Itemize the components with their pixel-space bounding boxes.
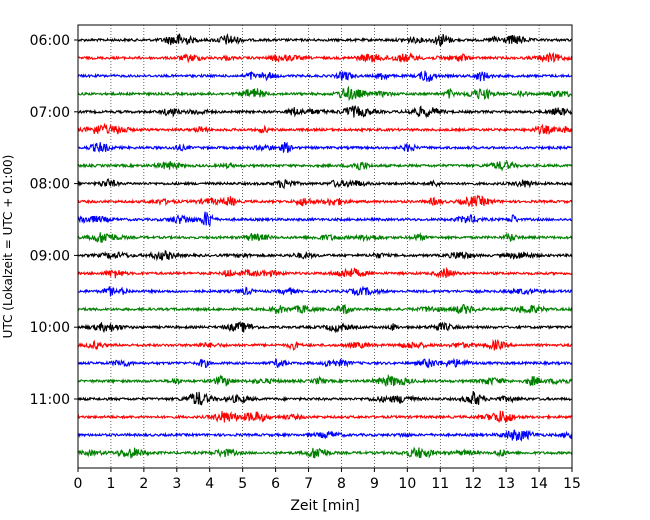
trace-row-9 [77, 194, 573, 208]
x-tick-label-13: 13 [497, 476, 515, 492]
trace-row-0 [77, 32, 573, 47]
x-tick-label-12: 12 [464, 476, 482, 492]
x-tick-label-1: 1 [106, 476, 115, 492]
trace-row-2 [77, 70, 573, 82]
x-tick-label-9: 9 [370, 476, 379, 492]
x-tick-label-4: 4 [205, 476, 214, 492]
trace-row-10 [77, 211, 573, 227]
trace-row-16 [77, 320, 573, 334]
y-tick-label-2: 08:00 [30, 177, 70, 193]
trace-row-7 [77, 160, 573, 172]
trace-row-5 [77, 122, 573, 136]
trace-row-23 [77, 446, 573, 459]
x-tick-label-14: 14 [530, 476, 548, 492]
trace-row-15 [77, 303, 573, 315]
x-tick-label-11: 11 [431, 476, 449, 492]
y-tick-label-1: 07:00 [30, 105, 70, 121]
y-tick-label-0: 06:00 [30, 33, 70, 49]
trace-row-12 [77, 249, 573, 262]
trace-row-1 [78, 51, 573, 64]
x-tick-label-7: 7 [304, 476, 313, 492]
trace-row-17 [77, 338, 573, 351]
y-tick-label-3: 09:00 [30, 248, 70, 264]
x-tick-label-0: 0 [74, 476, 83, 492]
traces [77, 32, 573, 459]
trace-row-14 [77, 285, 573, 297]
y-axis: 06:00 07:00 08:00 09:00 10:00 11:00 [30, 33, 78, 408]
x-tick-label-2: 2 [139, 476, 148, 492]
trace-row-4 [77, 104, 573, 119]
x-tick-label-15: 15 [563, 476, 581, 492]
trace-row-13 [77, 266, 573, 279]
trace-row-3 [77, 85, 573, 102]
trace-row-8 [77, 177, 573, 190]
x-tick-label-6: 6 [271, 476, 280, 492]
x-tick-label-8: 8 [337, 476, 346, 492]
trace-row-18 [77, 357, 573, 369]
x-axis-label: Zeit [min] [290, 498, 359, 514]
x-tick-label-5: 5 [238, 476, 247, 492]
x-tick-label-10: 10 [398, 476, 416, 492]
x-tick-label-3: 3 [172, 476, 181, 492]
trace-row-21 [77, 410, 573, 424]
trace-row-11 [77, 232, 573, 243]
trace-row-20 [77, 391, 573, 406]
trace-row-22 [77, 429, 573, 442]
plot-frame [77, 24, 573, 469]
y-tick-label-4: 10:00 [30, 320, 70, 336]
y-axis-label: UTC (Lokalzeit = UTC + 01:00) [1, 155, 15, 339]
x-axis: 0 1 2 3 4 5 6 7 8 9 10 11 12 13 14 15 [74, 468, 581, 492]
trace-row-19 [77, 373, 573, 388]
trace-row-6 [77, 141, 573, 154]
y-tick-label-5: 11:00 [30, 392, 70, 408]
